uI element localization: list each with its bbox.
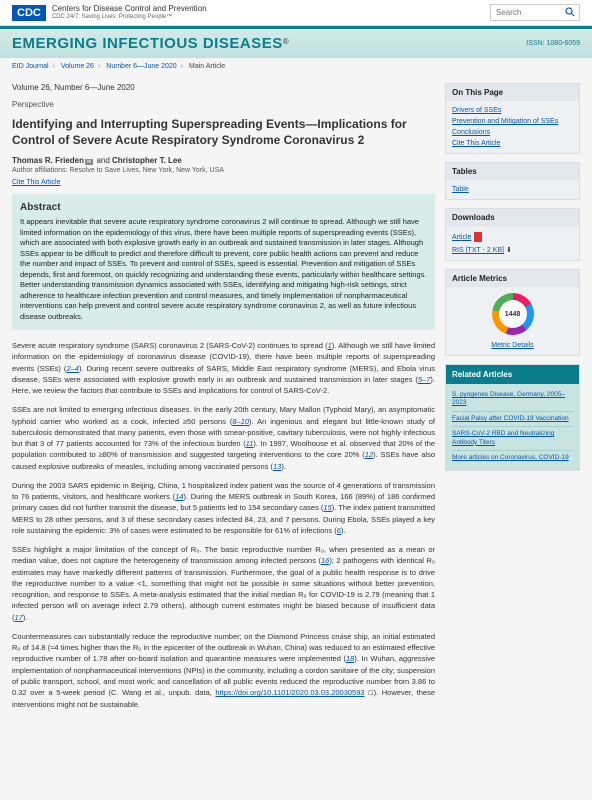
- toc-link[interactable]: Cite This Article: [452, 140, 501, 147]
- article-body: Severe acute respiratory syndrome (SARS)…: [12, 340, 435, 710]
- search-icon[interactable]: [562, 7, 578, 19]
- box-title: Article Metrics: [446, 270, 579, 287]
- related-link[interactable]: More articles on Coronavirus, COVID-19: [452, 454, 573, 462]
- journal-title: EMERGING INFECTIOUS DISEASES: [12, 35, 283, 52]
- article-type: Perspective: [12, 100, 435, 109]
- cdc-logo[interactable]: CDC Centers for Disease Control and Prev…: [12, 4, 207, 21]
- download-article-link[interactable]: Article: [452, 234, 471, 241]
- ref-link[interactable]: 14: [175, 492, 183, 501]
- breadcrumb-item[interactable]: EID Journal: [12, 63, 49, 70]
- paragraph: SSEs highlight a major limitation of the…: [12, 544, 435, 623]
- on-this-page-box: On This Page Drivers of SSEs Prevention …: [445, 83, 580, 154]
- related-link[interactable]: SARS-CoV-2 RBD and Neutralizing Antibody…: [452, 430, 573, 447]
- sidebar: On This Page Drivers of SSEs Prevention …: [445, 83, 580, 718]
- box-title: Related Articles: [446, 365, 579, 384]
- related-link[interactable]: Facial Palsy after COVID-19 Vaccination: [452, 415, 573, 423]
- altmetric-badge[interactable]: 1448: [492, 293, 534, 335]
- cite-article-link[interactable]: Cite This Article: [12, 179, 61, 186]
- metric-value: 1448: [499, 300, 527, 328]
- authors: Thomas R. Frieden✉ and Christopher T. Le…: [12, 156, 435, 165]
- box-title: Tables: [446, 163, 579, 180]
- downloads-box: Downloads Article RIS [TXT - 2 KB] ⬇: [445, 208, 580, 261]
- journal-title-wrap: EMERGING INFECTIOUS DISEASES®: [12, 35, 289, 52]
- cdc-line1: Centers for Disease Control and Preventi…: [52, 4, 207, 14]
- abstract-box: Abstract It appears inevitable that seve…: [12, 194, 435, 330]
- and: and: [94, 156, 112, 165]
- volume-line: Volume 26, Number 6—June 2020: [12, 83, 435, 92]
- paragraph: SSEs are not limited to emerging infecti…: [12, 404, 435, 472]
- download-ris-link[interactable]: RIS [TXT - 2 KB]: [452, 247, 504, 254]
- mail-icon[interactable]: ✉: [85, 159, 93, 165]
- ref-link[interactable]: 15: [323, 503, 331, 512]
- search-input[interactable]: [492, 6, 562, 19]
- registered-icon: ®: [283, 37, 289, 46]
- chevron-right-icon: ›: [181, 63, 183, 70]
- chevron-right-icon: ›: [53, 63, 55, 70]
- top-bar: CDC Centers for Disease Control and Prev…: [0, 0, 592, 26]
- metrics-box: Article Metrics 1448 Metric Details: [445, 269, 580, 356]
- cdc-text: Centers for Disease Control and Preventi…: [52, 4, 207, 21]
- breadcrumb-item[interactable]: Volume 26: [61, 63, 94, 70]
- toc-link[interactable]: Conclusions: [452, 129, 490, 136]
- download-icon: ⬇: [506, 247, 512, 254]
- main-layout: Volume 26, Number 6—June 2020 Perspectiv…: [0, 75, 592, 726]
- article-title: Identifying and Interrupting Superspread…: [12, 117, 435, 148]
- article-content: Volume 26, Number 6—June 2020 Perspectiv…: [12, 83, 435, 718]
- doi-link[interactable]: https://doi.org/10.1101/2020.03.03.20030…: [215, 688, 364, 697]
- chevron-right-icon: ›: [98, 63, 100, 70]
- toc-link[interactable]: Drivers of SSEs: [452, 107, 501, 114]
- cdc-badge: CDC: [12, 5, 46, 21]
- ref-link[interactable]: 8–10: [232, 417, 249, 426]
- toc-link[interactable]: Prevention and Mitigation of SSEs: [452, 118, 558, 125]
- author1: Thomas R. Frieden: [12, 156, 84, 165]
- paragraph: Countermeasures can substantially reduce…: [12, 631, 435, 711]
- author2: Christopher T. Lee: [112, 156, 182, 165]
- box-title: Downloads: [446, 209, 579, 226]
- journal-banner: EMERGING INFECTIOUS DISEASES® ISSN: 1080…: [0, 26, 592, 58]
- tables-box: Tables Table: [445, 162, 580, 200]
- ref-link[interactable]: 5–7: [418, 375, 431, 384]
- metric-details-link[interactable]: Metric Details: [491, 342, 533, 349]
- abstract-heading: Abstract: [20, 202, 427, 213]
- abstract-text: It appears inevitable that severe acute …: [20, 217, 427, 322]
- ref-link[interactable]: 17: [15, 613, 23, 622]
- search-box: [490, 4, 580, 21]
- paragraph: During the 2003 SARS epidemic in Beijing…: [12, 480, 435, 536]
- paragraph: Severe acute respiratory syndrome (SARS)…: [12, 340, 435, 396]
- breadcrumb-item[interactable]: Number 6—June 2020: [106, 63, 176, 70]
- affiliations: Author affiliations: Resolve to Save Liv…: [12, 167, 435, 174]
- box-title: On This Page: [446, 84, 579, 101]
- issn: ISSN: 1080-6059: [526, 40, 580, 47]
- related-articles-box: Related Articles S. pyogenes Disease, Ge…: [445, 364, 580, 471]
- breadcrumb: EID Journal › Volume 26 › Number 6—June 20…: [0, 58, 592, 75]
- ref-link[interactable]: 2–4: [66, 364, 79, 373]
- pdf-icon: [474, 232, 482, 242]
- cdc-line2: CDC 24/7: Saving Lives. Protecting Peopl…: [52, 14, 207, 21]
- ref-link[interactable]: 12: [365, 450, 373, 459]
- breadcrumb-item: Main Article: [189, 63, 225, 70]
- related-link[interactable]: S. pyogenes Disease, Germany, 2005–2023: [452, 391, 573, 408]
- table-link[interactable]: Table: [452, 186, 469, 193]
